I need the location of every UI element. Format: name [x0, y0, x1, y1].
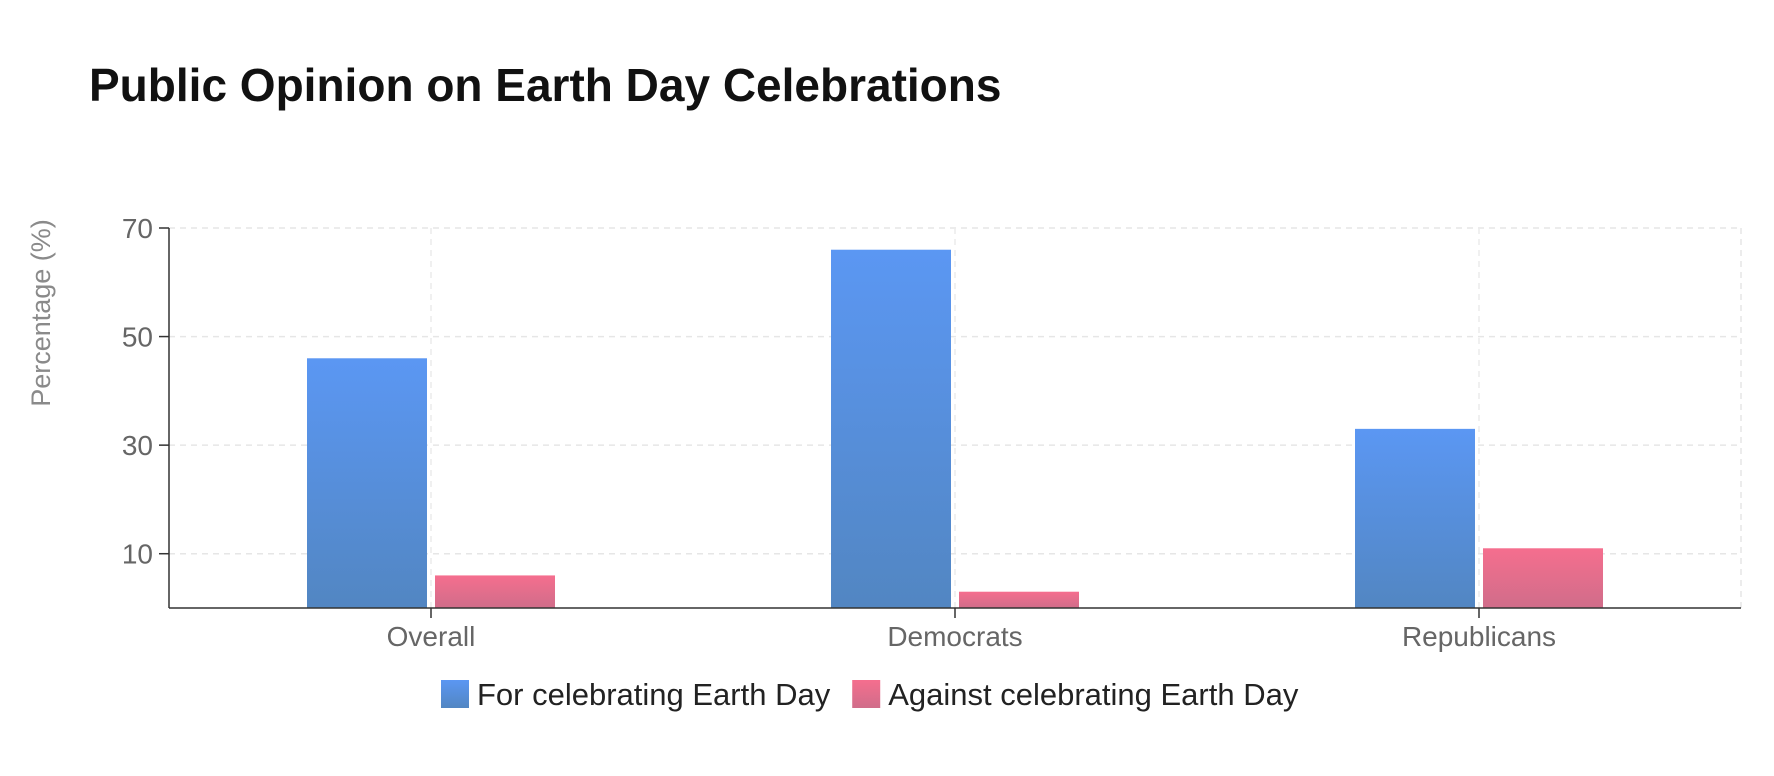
x-tick-label-overall: Overall	[387, 621, 476, 652]
bar-republicans-series-1[interactable]	[1483, 548, 1603, 608]
labels-layer: 10 30 50 70 Overall Democrats Republicans Perce…	[26, 213, 1556, 652]
legend-swatch-series-1	[852, 680, 881, 708]
bar-democrats-series-0[interactable]	[831, 249, 951, 608]
legend-label-series-1: Against celebrating Earth Day	[888, 677, 1299, 712]
bar-democrats-series-1[interactable]	[959, 591, 1079, 608]
bars-layer	[307, 249, 1603, 608]
y-axis-title: Percentage (%)	[26, 219, 56, 407]
legend: For celebrating Earth Day Against celebra…	[441, 677, 1299, 712]
legend-label-series-0: For celebrating Earth Day	[477, 677, 831, 712]
y-tick-label-30: 30	[122, 430, 153, 461]
x-tick-label-republicans: Republicans	[1402, 621, 1556, 652]
chart-title: Public Opinion on Earth Day Celebrations	[89, 59, 1002, 111]
legend-item-series-1[interactable]: Against celebrating Earth Day	[852, 677, 1299, 712]
axes-layer	[159, 227, 1741, 618]
bar-republicans-series-0[interactable]	[1355, 428, 1475, 608]
bar-overall-series-0[interactable]	[307, 358, 427, 608]
legend-swatch-series-0	[441, 680, 469, 708]
grid-layer	[169, 227, 1742, 608]
y-tick-label-10: 10	[122, 539, 153, 570]
y-tick-label-70: 70	[122, 213, 153, 244]
legend-item-series-0[interactable]: For celebrating Earth Day	[441, 677, 831, 712]
bar-overall-series-1[interactable]	[435, 575, 555, 608]
x-tick-label-democrats: Democrats	[887, 621, 1022, 652]
y-tick-label-50: 50	[122, 322, 153, 353]
